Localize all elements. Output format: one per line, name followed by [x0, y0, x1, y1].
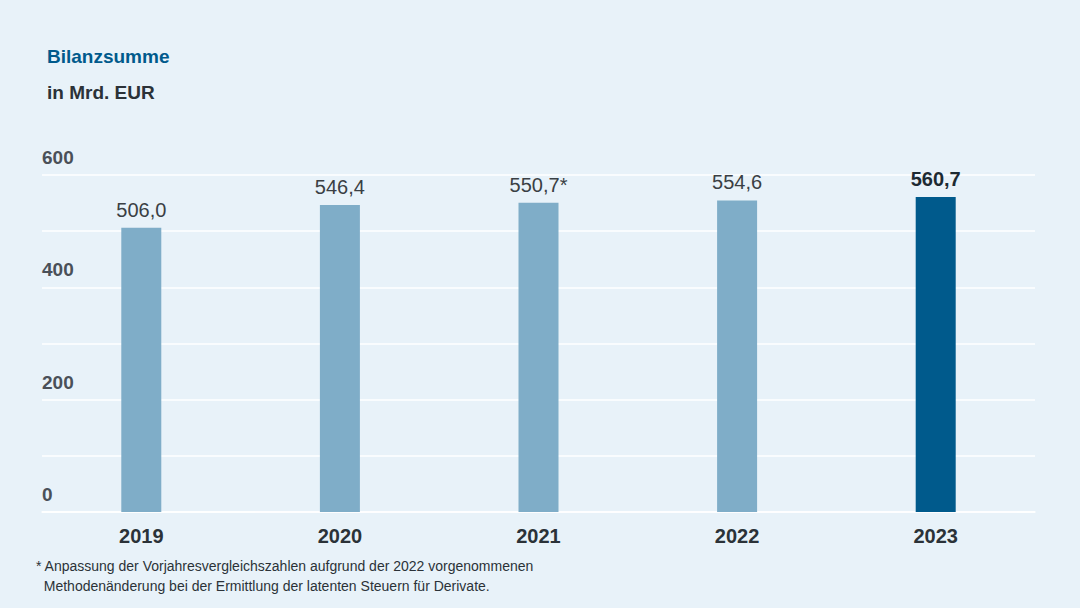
svg-text:560,7: 560,7 [911, 168, 961, 190]
svg-text:2019: 2019 [119, 525, 164, 547]
svg-text:2022: 2022 [715, 525, 760, 547]
svg-text:2020: 2020 [318, 525, 363, 547]
svg-text:554,6: 554,6 [712, 171, 762, 193]
svg-text:600: 600 [42, 147, 74, 168]
svg-text:400: 400 [42, 259, 74, 280]
svg-text:546,4: 546,4 [315, 176, 365, 198]
svg-text:2023: 2023 [913, 525, 958, 547]
svg-text:Bilanzsumme: Bilanzsumme [47, 46, 169, 67]
svg-text:200: 200 [42, 372, 74, 393]
svg-text:Methodenänderung bei der Ermit: Methodenänderung bei der Ermittlung der … [36, 578, 490, 594]
svg-text:in Mrd. EUR: in Mrd. EUR [47, 82, 155, 103]
svg-text:0: 0 [42, 484, 53, 505]
svg-text:506,0: 506,0 [116, 199, 166, 221]
svg-text:* Anpassung der Vorjahresvergl: * Anpassung der Vorjahresvergleichszahle… [36, 558, 533, 574]
svg-text:2021: 2021 [516, 525, 561, 547]
svg-text:550,7*: 550,7* [510, 174, 568, 196]
